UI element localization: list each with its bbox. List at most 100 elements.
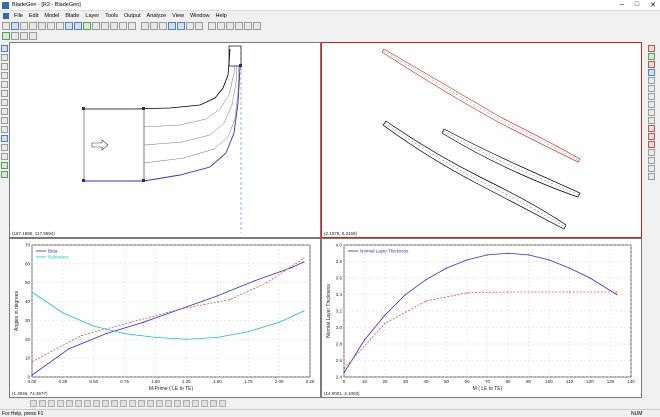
spline-icon[interactable]: [1, 108, 8, 115]
menu-blade[interactable]: Blade: [65, 13, 80, 19]
layer-color-icon[interactable]: [1, 162, 8, 169]
bottom-tool-5-icon[interactable]: [66, 399, 73, 407]
rotate-icon[interactable]: [186, 22, 194, 30]
view-17-icon[interactable]: [647, 173, 655, 180]
bottom-tool-18-icon[interactable]: [183, 399, 190, 407]
menu-view[interactable]: View: [172, 13, 184, 19]
menu-window[interactable]: Window: [189, 13, 210, 19]
maximize-icon[interactable]: □: [634, 1, 640, 8]
redo-icon[interactable]: [119, 22, 127, 30]
view-8-icon[interactable]: [647, 101, 655, 108]
new-file-icon[interactable]: [2, 22, 10, 30]
table-icon[interactable]: [74, 22, 82, 30]
export-icon[interactable]: [1, 171, 8, 178]
delete-icon[interactable]: [208, 22, 216, 30]
trailing-edge-icon[interactable]: [1, 99, 8, 106]
open-file-icon[interactable]: [11, 22, 19, 30]
zoom-in-icon[interactable]: [150, 22, 158, 30]
view-4-icon[interactable]: [647, 69, 655, 76]
menu-model[interactable]: Model: [44, 13, 60, 19]
bottom-tool-4-icon[interactable]: [57, 399, 64, 407]
view-16-icon[interactable]: [647, 165, 655, 172]
view-10-icon[interactable]: [647, 117, 655, 124]
close-icon[interactable]: ✕: [650, 2, 656, 9]
hub-icon[interactable]: [1, 72, 8, 79]
remove-point-icon[interactable]: [1, 126, 8, 133]
cut-icon[interactable]: [38, 22, 46, 30]
bottom-tool-9-icon[interactable]: [102, 399, 109, 407]
point-select-icon[interactable]: [1, 54, 8, 61]
tool-2-icon[interactable]: [226, 22, 234, 30]
menu-help[interactable]: Help: [215, 13, 227, 19]
refresh-icon[interactable]: [83, 22, 91, 30]
bottom-tool-8-icon[interactable]: [93, 399, 100, 407]
tool-1-icon[interactable]: [217, 22, 225, 30]
zoom-out-icon[interactable]: [159, 22, 167, 30]
curve-edit-icon[interactable]: [1, 63, 8, 70]
tool-3-icon[interactable]: [235, 22, 243, 30]
bottom-tool-6-icon[interactable]: [75, 399, 82, 407]
view-14-icon[interactable]: [647, 149, 655, 156]
bottom-tool-13-icon[interactable]: [138, 399, 145, 407]
paste-icon[interactable]: [56, 22, 64, 30]
view-7-icon[interactable]: [647, 93, 655, 100]
pan-icon[interactable]: [128, 22, 136, 30]
view-13-icon[interactable]: [647, 141, 655, 148]
axis-icon[interactable]: [1, 135, 8, 142]
view-12-icon[interactable]: [647, 133, 655, 140]
grid-icon[interactable]: [65, 22, 73, 30]
move-icon[interactable]: [177, 22, 185, 30]
bottom-tool-1-icon[interactable]: [30, 399, 37, 407]
meridional-view[interactable]: (167.1695, 117.9694): [9, 42, 321, 238]
undo-icon[interactable]: [110, 22, 118, 30]
shroud-icon[interactable]: [1, 81, 8, 88]
copy-icon[interactable]: [47, 22, 55, 30]
document-icon[interactable]: [3, 13, 9, 19]
check-icon[interactable]: [2, 32, 10, 40]
bottom-tool-14-icon[interactable]: [147, 399, 154, 407]
bottom-tool-15-icon[interactable]: [156, 399, 163, 407]
bottom-tool-20-icon[interactable]: [201, 399, 208, 407]
zoom-box-icon[interactable]: [141, 22, 149, 30]
bottom-tool-21-icon[interactable]: [210, 399, 217, 407]
measure-icon[interactable]: [1, 153, 8, 160]
view-11-icon[interactable]: [647, 125, 655, 132]
properties-icon[interactable]: [29, 32, 37, 40]
tool-5-icon[interactable]: [253, 22, 261, 30]
menu-analyze[interactable]: Analyze: [146, 13, 167, 19]
menu-file[interactable]: File: [14, 13, 23, 19]
tool-4-icon[interactable]: [244, 22, 252, 30]
line-icon[interactable]: [195, 22, 203, 30]
view-6-icon[interactable]: [647, 85, 655, 92]
view-1-icon[interactable]: [647, 45, 655, 52]
view-15-icon[interactable]: [647, 157, 655, 164]
help-icon[interactable]: [92, 22, 100, 30]
meridional-mode-icon[interactable]: [1, 45, 8, 52]
blade-to-blade-view[interactable]: (2.1079, 0.3169): [321, 42, 642, 238]
angle-chart-view[interactable]: 0.00 0.25 0.50 0.75 1.00 1.25 1.50 1.75 2.00 2.25…: [9, 238, 321, 398]
minimize-icon[interactable]: –: [619, 1, 624, 8]
bottom-tool-3-icon[interactable]: [48, 399, 55, 407]
save-icon[interactable]: [20, 22, 28, 30]
bottom-tool-17-icon[interactable]: [174, 399, 181, 407]
thickness-chart-view[interactable]: 0 10 20 30 40 50 60 70 80 90 100 110 120 130 140 2.4 2.6…: [321, 238, 642, 398]
bottom-tool-22-icon[interactable]: [219, 399, 226, 407]
pointer-icon[interactable]: [101, 22, 109, 30]
menu-tools[interactable]: Tools: [105, 13, 119, 19]
bottom-tool-11-icon[interactable]: [120, 399, 127, 407]
dimension-icon[interactable]: [1, 144, 8, 151]
menu-layer[interactable]: Layer: [85, 13, 100, 19]
view-5-icon[interactable]: [647, 77, 655, 84]
view-3-icon[interactable]: [647, 61, 655, 68]
bottom-tool-19-icon[interactable]: [192, 399, 199, 407]
add-point-icon[interactable]: [1, 117, 8, 124]
bottom-tool-16-icon[interactable]: [165, 399, 172, 407]
bottom-tool-12-icon[interactable]: [129, 399, 136, 407]
bottom-tool-7-icon[interactable]: [84, 399, 91, 407]
menu-edit[interactable]: Edit: [28, 13, 39, 19]
menu-output[interactable]: Output: [124, 13, 141, 19]
layer-icon[interactable]: [20, 32, 28, 40]
bottom-tool-2-icon[interactable]: [39, 399, 46, 407]
leading-edge-icon[interactable]: [1, 90, 8, 97]
fit-view-icon[interactable]: [168, 22, 176, 30]
